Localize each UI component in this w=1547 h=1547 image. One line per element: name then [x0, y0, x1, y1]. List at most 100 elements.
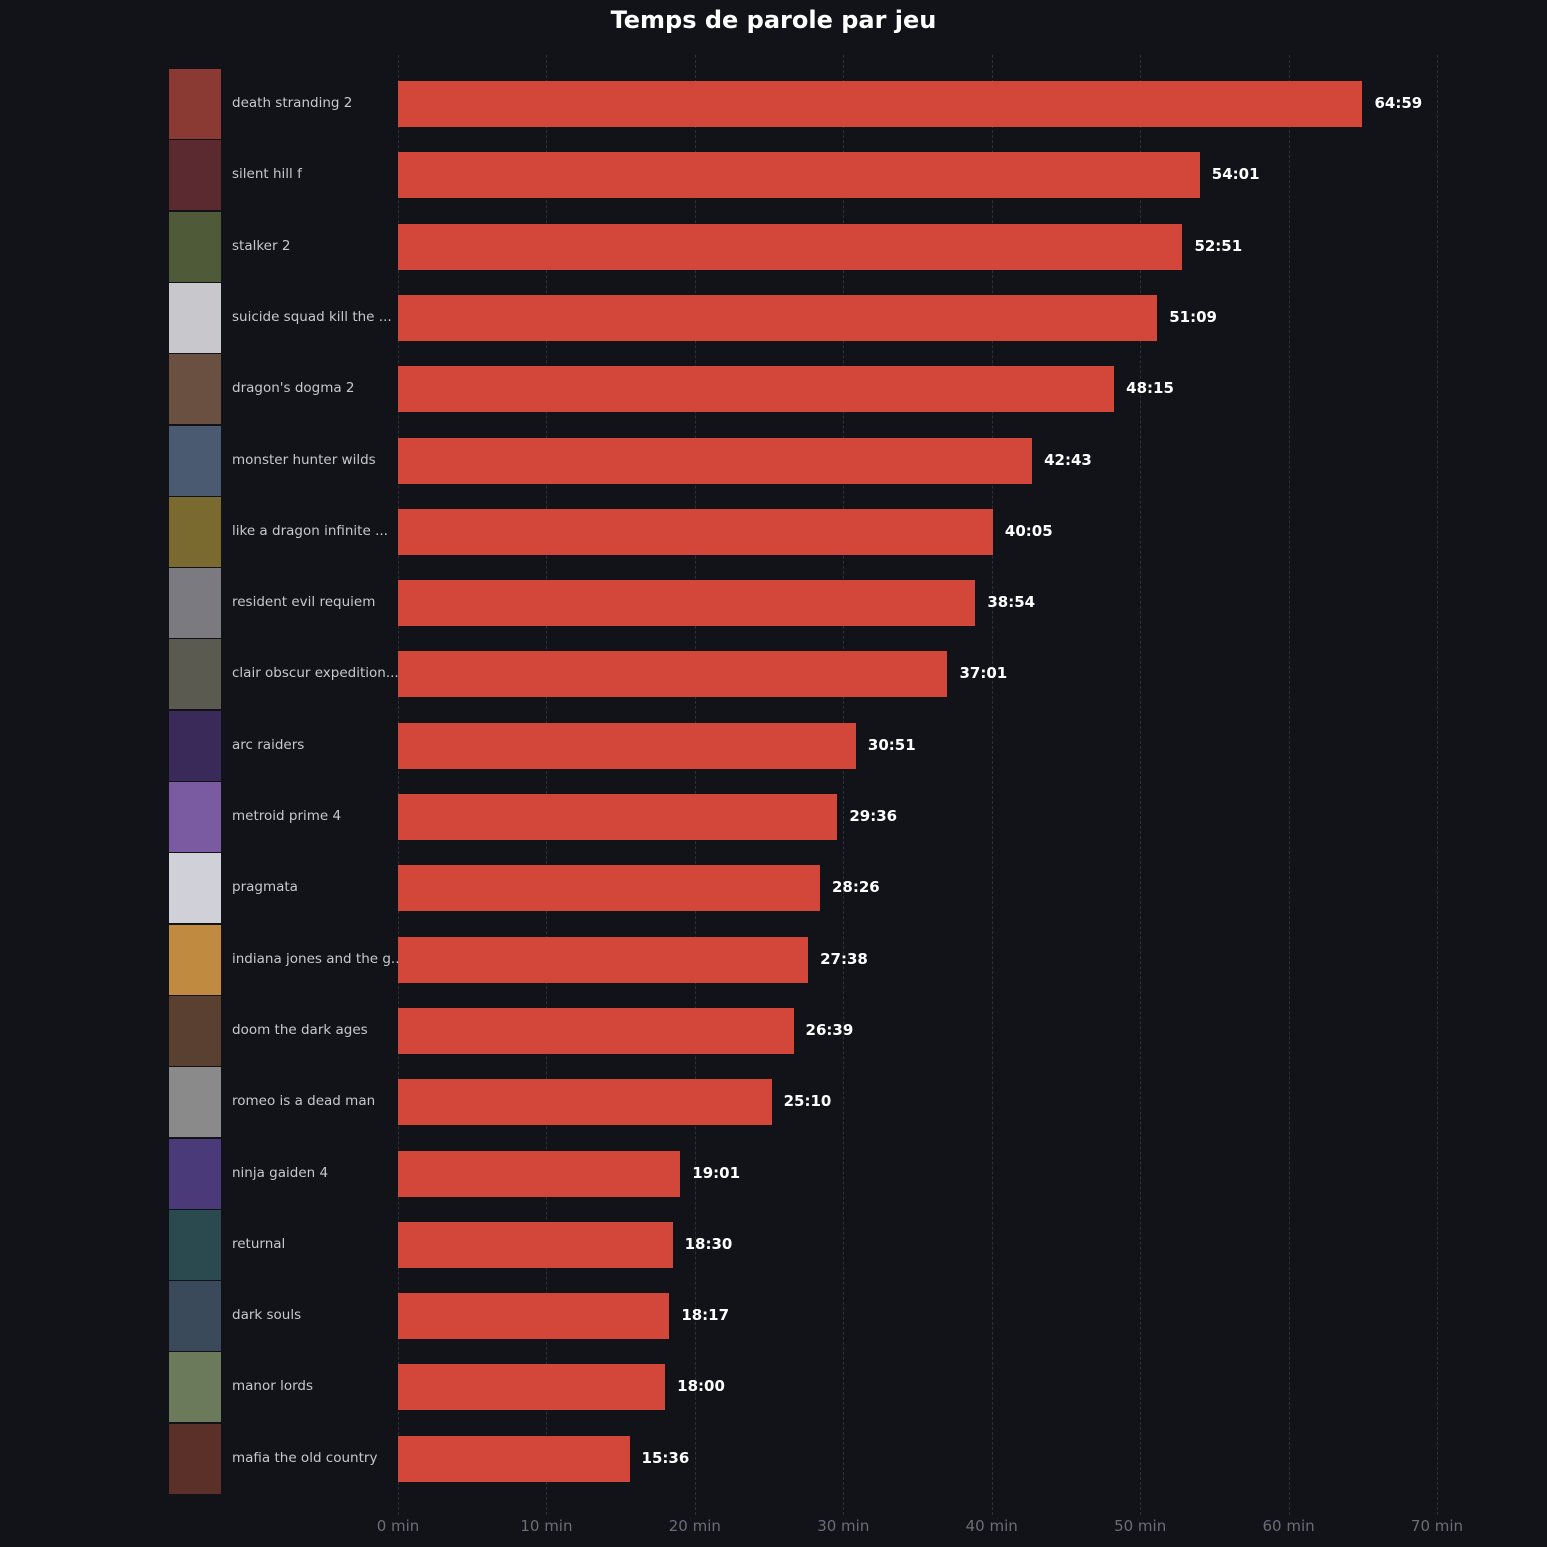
x-tick-label: 60 min — [1262, 1517, 1315, 1535]
bar — [398, 1221, 673, 1268]
x-tick-label: 20 min — [668, 1517, 721, 1535]
value-label: 37:01 — [959, 664, 1008, 683]
game-cover-thumbnail — [169, 211, 221, 282]
value-label: 27:38 — [820, 949, 868, 968]
game-cover-thumbnail — [169, 995, 221, 1066]
bar — [398, 437, 1033, 484]
game-label: mafia the old country — [232, 1449, 378, 1466]
game-cover-thumbnail — [169, 853, 221, 924]
game-label: indiana jones and the g... — [232, 950, 404, 967]
bar-row: arc raiders 30:51 — [0, 710, 1547, 782]
bar — [398, 722, 856, 769]
value-label: 64:59 — [1374, 94, 1423, 112]
bar — [398, 81, 1363, 127]
game-label: death stranding 2 — [232, 95, 353, 111]
bar — [398, 1079, 772, 1126]
value-label: 38:54 — [987, 593, 1036, 612]
bar-row: resident evil requiem 38:54 — [0, 568, 1547, 639]
bar — [398, 1150, 681, 1197]
bar-row: dragon's dogma 2 48:15 — [0, 354, 1547, 425]
value-label: 40:05 — [1004, 521, 1053, 540]
bar-row: manor lords 18:00 — [0, 1352, 1547, 1423]
gridline — [1437, 55, 1438, 1515]
game-cover-thumbnail — [169, 1067, 221, 1138]
game-cover-thumbnail — [169, 924, 221, 995]
value-label: 18:17 — [681, 1306, 730, 1325]
value-label: 52:51 — [1194, 236, 1243, 255]
game-cover-thumbnail — [169, 496, 221, 567]
bar-row: silent hill f 54:01 — [0, 140, 1547, 211]
bar-row: suicide squad kill the ... 51:09 — [0, 282, 1547, 354]
bar-row: metroid prime 4 29:36 — [0, 782, 1547, 853]
bar-row: ninja gaiden 4 19:01 — [0, 1138, 1547, 1210]
bar-row: stalker 2 52:51 — [0, 211, 1547, 283]
value-label: 18:00 — [677, 1377, 725, 1396]
value-label: 28:26 — [831, 878, 880, 897]
chart-title: Temps de parole par jeu — [610, 6, 937, 34]
gridline — [991, 55, 993, 1515]
game-cover-thumbnail — [169, 69, 221, 139]
game-label: ninja gaiden 4 — [232, 1164, 329, 1181]
bar — [398, 651, 948, 698]
x-tick-label: 10 min — [520, 1517, 573, 1535]
gridline — [1288, 55, 1290, 1515]
x-tick-label: 0 min — [376, 1517, 420, 1535]
game-label: arc raiders — [232, 736, 305, 753]
value-label: 42:43 — [1044, 450, 1092, 469]
x-tick-label: 50 min — [1114, 1517, 1167, 1535]
value-label: 54:01 — [1211, 165, 1260, 184]
game-label: doom the dark ages — [232, 1021, 368, 1038]
bar — [398, 865, 820, 912]
bar-row: indiana jones and the g... 27:38 — [0, 924, 1547, 996]
gridline — [1140, 55, 1142, 1515]
game-cover-thumbnail — [169, 568, 221, 639]
bar-row: pragmata 28:26 — [0, 853, 1547, 924]
bar — [398, 794, 838, 840]
bar-row: returnal 18:30 — [0, 1209, 1547, 1281]
bar — [398, 936, 809, 983]
game-label: returnal — [232, 1235, 286, 1252]
bar — [398, 508, 993, 555]
game-cover-thumbnail — [169, 710, 221, 781]
game-cover-thumbnail — [169, 354, 221, 425]
game-label: silent hill f — [232, 166, 302, 183]
x-tick-label: 40 min — [965, 1517, 1018, 1535]
game-cover-thumbnail — [169, 1138, 221, 1209]
game-label: romeo is a dead man — [232, 1093, 376, 1110]
bar-row: like a dragon infinite ... 40:05 — [0, 496, 1547, 568]
bar — [398, 223, 1183, 270]
game-label: suicide squad kill the ... — [232, 308, 392, 325]
value-label: 18:30 — [684, 1234, 733, 1253]
bar-row: mafia the old country 15:36 — [0, 1423, 1547, 1495]
value-label: 51:09 — [1169, 307, 1217, 326]
value-label: 29:36 — [849, 807, 898, 825]
bar — [398, 294, 1158, 341]
game-label: dragon's dogma 2 — [232, 380, 355, 397]
value-label: 15:36 — [641, 1448, 690, 1467]
value-label: 19:01 — [692, 1163, 741, 1182]
game-label: resident evil requiem — [232, 594, 376, 611]
bar — [398, 1364, 666, 1411]
game-label: like a dragon infinite ... — [232, 522, 388, 539]
value-label: 25:10 — [783, 1092, 832, 1111]
gridline — [843, 55, 845, 1515]
bar-row: romeo is a dead man 25:10 — [0, 1067, 1547, 1138]
game-cover-thumbnail — [169, 1281, 221, 1352]
x-tick-label: 70 min — [1410, 1517, 1464, 1535]
gridline — [694, 55, 696, 1515]
game-cover-thumbnail — [169, 639, 221, 710]
value-label: 30:51 — [867, 735, 916, 754]
bar — [398, 1435, 630, 1482]
bar — [398, 1293, 670, 1340]
bar-row: monster hunter wilds 42:43 — [0, 425, 1547, 497]
x-tick-label: 30 min — [817, 1517, 870, 1535]
game-cover-thumbnail — [169, 1209, 221, 1280]
bar-row: doom the dark ages 26:39 — [0, 995, 1547, 1067]
game-label: monster hunter wilds — [232, 451, 376, 468]
bar — [398, 1007, 794, 1054]
game-cover-thumbnail — [169, 782, 221, 852]
game-cover-thumbnail — [169, 1352, 221, 1423]
game-label: manor lords — [232, 1378, 314, 1395]
bar-row: clair obscur expedition... 37:01 — [0, 639, 1547, 710]
game-label: stalker 2 — [232, 237, 291, 254]
